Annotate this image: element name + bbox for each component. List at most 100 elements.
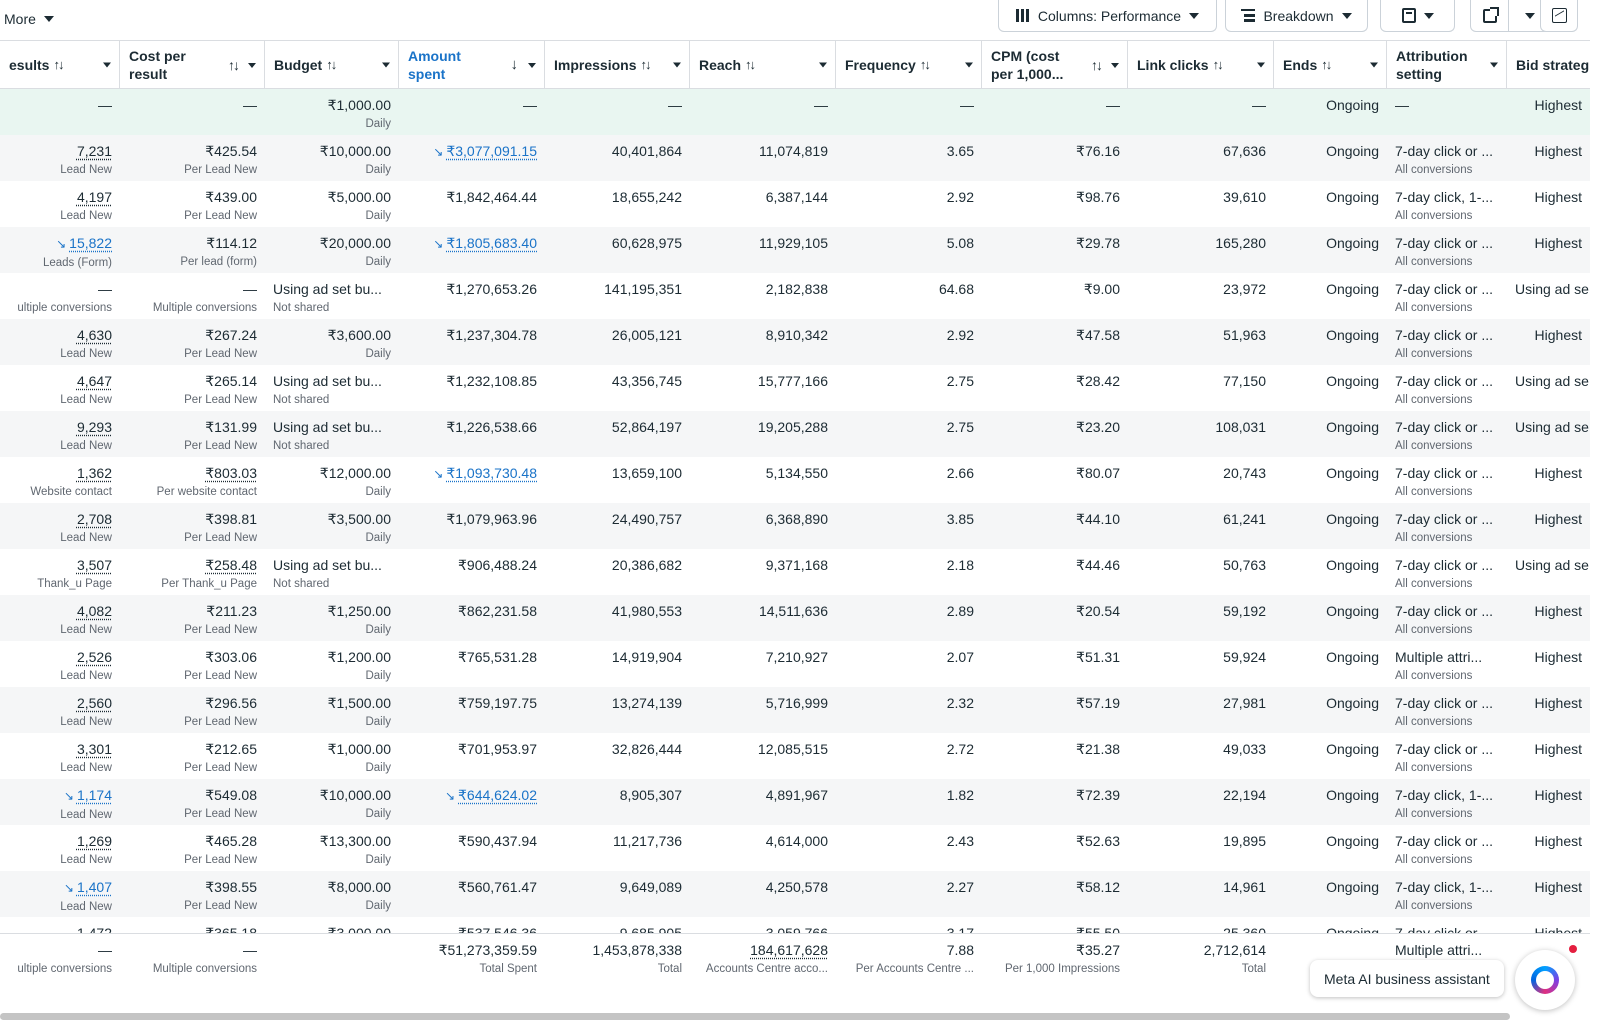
column-menu-caret-icon[interactable] bbox=[1370, 62, 1378, 68]
table-row[interactable]: ↘ 1,174 Lead New ₹549.08 Per Lead New ₹10,000… bbox=[0, 779, 1600, 825]
spent-link[interactable]: ₹1,805,683.40 bbox=[446, 235, 537, 251]
total-reach[interactable]: 184,617,628 bbox=[750, 942, 828, 958]
columns-button[interactable]: Columns: Performance bbox=[998, 0, 1217, 32]
results-value[interactable]: 1,362 bbox=[76, 465, 112, 481]
cpr-value[interactable]: ₹258.48 bbox=[205, 557, 257, 573]
table-row[interactable]: 4,197 Lead New ₹439.00 Per Lead New ₹5,000.0… bbox=[0, 181, 1600, 227]
results-link[interactable]: 1,407 bbox=[76, 879, 112, 895]
results-value[interactable]: 4,647 bbox=[76, 373, 112, 389]
column-header-impressions[interactable]: Impressions ↑↓ bbox=[545, 41, 690, 89]
reports-button[interactable] bbox=[1380, 0, 1455, 32]
horizontal-scrollbar[interactable] bbox=[0, 1013, 1510, 1020]
column-header-amount-spent[interactable]: Amount spent ↓ bbox=[399, 41, 545, 89]
column-header-cpm[interactable]: CPM (cost per 1,000... ↑↓ bbox=[982, 41, 1128, 89]
column-header-results[interactable]: esults ↑↓ bbox=[0, 41, 120, 89]
sort-icon[interactable]: ↑↓ bbox=[1091, 57, 1103, 73]
results-value[interactable]: 2,526 bbox=[76, 649, 112, 665]
results-link[interactable]: 15,822 bbox=[69, 235, 112, 251]
view-charts-button[interactable] bbox=[1540, 0, 1578, 32]
results-value[interactable]: 2,708 bbox=[76, 511, 112, 527]
column-header-reach[interactable]: Reach ↑↓ bbox=[690, 41, 836, 89]
table-row[interactable]: — — ₹1,000.00 Daily — — — — — — Ongoing — Highest bbox=[0, 89, 1600, 135]
column-menu-caret-icon[interactable] bbox=[1257, 62, 1265, 68]
results-value[interactable]: 3,507 bbox=[76, 557, 112, 573]
results-value[interactable]: 7,231 bbox=[76, 143, 112, 159]
results-subtext: Lead New bbox=[60, 532, 112, 544]
results-subtext: Lead New bbox=[60, 440, 112, 452]
spent-link[interactable]: ₹1,093,730.48 bbox=[446, 465, 537, 481]
column-menu-caret-icon[interactable] bbox=[1111, 62, 1119, 68]
meta-ai-button[interactable] bbox=[1515, 950, 1575, 1010]
column-menu-caret-icon[interactable] bbox=[673, 62, 681, 68]
breakdown-button[interactable]: Breakdown bbox=[1225, 0, 1368, 32]
table-row[interactable]: 9,293 Lead New ₹131.99 Per Lead New Using ad… bbox=[0, 411, 1600, 457]
table-row[interactable]: ↘ 1,407 Lead New ₹398.55 Per Lead New ₹8,000.… bbox=[0, 871, 1600, 917]
cell-ends: Ongoing bbox=[1274, 779, 1387, 825]
column-menu-caret-icon[interactable] bbox=[248, 62, 256, 68]
sort-icon[interactable]: ↑↓ bbox=[745, 57, 756, 72]
table-row[interactable]: 4,630 Lead New ₹267.24 Per Lead New ₹3,600.0… bbox=[0, 319, 1600, 365]
cpm-value: ₹28.42 bbox=[1076, 373, 1120, 389]
results-value[interactable]: 1,472 bbox=[76, 925, 112, 933]
column-header-link-clicks[interactable]: Link clicks ↑↓ bbox=[1128, 41, 1274, 89]
table-row[interactable]: 3,507 Thank_u Page ₹258.48 Per Thank_u Page… bbox=[0, 549, 1600, 595]
cpr-subtext: Per Lead New bbox=[184, 624, 257, 636]
sort-icon[interactable]: ↑↓ bbox=[919, 57, 931, 72]
column-header-attribution-setting[interactable]: Attribution setting bbox=[1387, 41, 1507, 89]
results-value[interactable]: 1,269 bbox=[76, 833, 112, 849]
sort-icon[interactable]: ↑↓ bbox=[1321, 57, 1332, 72]
results-value[interactable]: 4,197 bbox=[76, 189, 112, 205]
export-icon[interactable] bbox=[1483, 6, 1499, 23]
total-results: — bbox=[98, 942, 112, 958]
table-row[interactable]: 1,362 Website contact ₹803.03 Per website c… bbox=[0, 457, 1600, 503]
column-header-budget[interactable]: Budget ↑↓ bbox=[265, 41, 399, 89]
column-header-frequency[interactable]: Frequency ↑↓ bbox=[836, 41, 982, 89]
table-row[interactable]: 2,526 Lead New ₹303.06 Per Lead New ₹1,200.0… bbox=[0, 641, 1600, 687]
table-row[interactable]: 1,269 Lead New ₹465.28 Per Lead New ₹13,300.… bbox=[0, 825, 1600, 871]
meta-ai-assistant-tooltip[interactable]: Meta AI business assistant bbox=[1310, 960, 1504, 997]
cpr-value[interactable]: ₹803.03 bbox=[205, 465, 257, 481]
results-value[interactable]: 2,560 bbox=[76, 695, 112, 711]
column-menu-caret-icon[interactable] bbox=[819, 62, 827, 68]
table-row[interactable]: 2,708 Lead New ₹398.81 Per Lead New ₹3,500.0… bbox=[0, 503, 1600, 549]
results-value[interactable]: 3,301 bbox=[76, 741, 112, 757]
sort-icon[interactable]: ↑↓ bbox=[53, 57, 64, 72]
table-row[interactable]: 1,472 ₹365.18 ₹3,000.00 ₹537,546.36 9,685,90… bbox=[0, 917, 1600, 933]
sort-icon[interactable]: ↑↓ bbox=[228, 57, 240, 73]
attribution-subtext: All conversions bbox=[1395, 854, 1473, 866]
table-row[interactable]: 2,560 Lead New ₹296.56 Per Lead New ₹1,500.0… bbox=[0, 687, 1600, 733]
sort-icon[interactable]: ↑↓ bbox=[1212, 57, 1224, 72]
column-menu-caret-icon[interactable] bbox=[103, 62, 111, 68]
table-row[interactable]: ↘ 15,822 Leads (Form) ₹114.12 Per lead (form… bbox=[0, 227, 1600, 273]
clicks-value: 165,280 bbox=[1215, 235, 1266, 251]
table-row[interactable]: 7,231 Lead New ₹425.54 Per Lead New ₹10,000.… bbox=[0, 135, 1600, 181]
column-header-ends[interactable]: Ends ↑↓ bbox=[1274, 41, 1387, 89]
column-menu-caret-icon[interactable] bbox=[528, 62, 536, 68]
budget-value: ₹5,000.00 bbox=[327, 189, 391, 205]
bid-value: Highest bbox=[1534, 189, 1582, 205]
sort-icon[interactable]: ↑↓ bbox=[640, 57, 651, 72]
table-row[interactable]: 4,647 Lead New ₹265.14 Per Lead New Using ad… bbox=[0, 365, 1600, 411]
column-menu-caret-icon[interactable] bbox=[382, 62, 390, 68]
results-link[interactable]: 1,174 bbox=[76, 787, 112, 803]
cell-cpm: ₹52.63 bbox=[982, 825, 1128, 871]
cell-bid: Highest bbox=[1507, 89, 1600, 135]
sort-icon[interactable]: ↑↓ bbox=[326, 57, 337, 72]
spent-link[interactable]: ₹644,624.02 bbox=[458, 787, 537, 803]
results-value[interactable]: 4,630 bbox=[76, 327, 112, 343]
table-row[interactable]: — ultiple conversions — Multiple conversion… bbox=[0, 273, 1600, 319]
column-header-bid-strategy[interactable]: Bid strateg bbox=[1507, 41, 1600, 89]
table-row[interactable]: 4,082 Lead New ₹211.23 Per Lead New ₹1,250.0… bbox=[0, 595, 1600, 641]
column-menu-caret-icon[interactable] bbox=[965, 62, 973, 68]
column-menu-caret-icon[interactable] bbox=[1490, 62, 1498, 68]
table-row[interactable]: 3,301 Lead New ₹212.65 Per Lead New ₹1,000.0… bbox=[0, 733, 1600, 779]
spent-link[interactable]: ₹3,077,091.15 bbox=[446, 143, 537, 159]
export-dropdown-caret-icon[interactable] bbox=[1525, 13, 1535, 19]
results-value[interactable]: 9,293 bbox=[76, 419, 112, 435]
column-header-cost-per-result[interactable]: Cost per result ↑↓ bbox=[120, 41, 265, 89]
spent-value: ↘ ₹644,624.02 bbox=[407, 787, 537, 805]
results-value[interactable]: 4,082 bbox=[76, 603, 112, 619]
more-button[interactable]: More bbox=[4, 6, 54, 32]
results-subtext: Lead New bbox=[60, 348, 112, 360]
sort-descending-icon[interactable]: ↓ bbox=[510, 56, 519, 73]
